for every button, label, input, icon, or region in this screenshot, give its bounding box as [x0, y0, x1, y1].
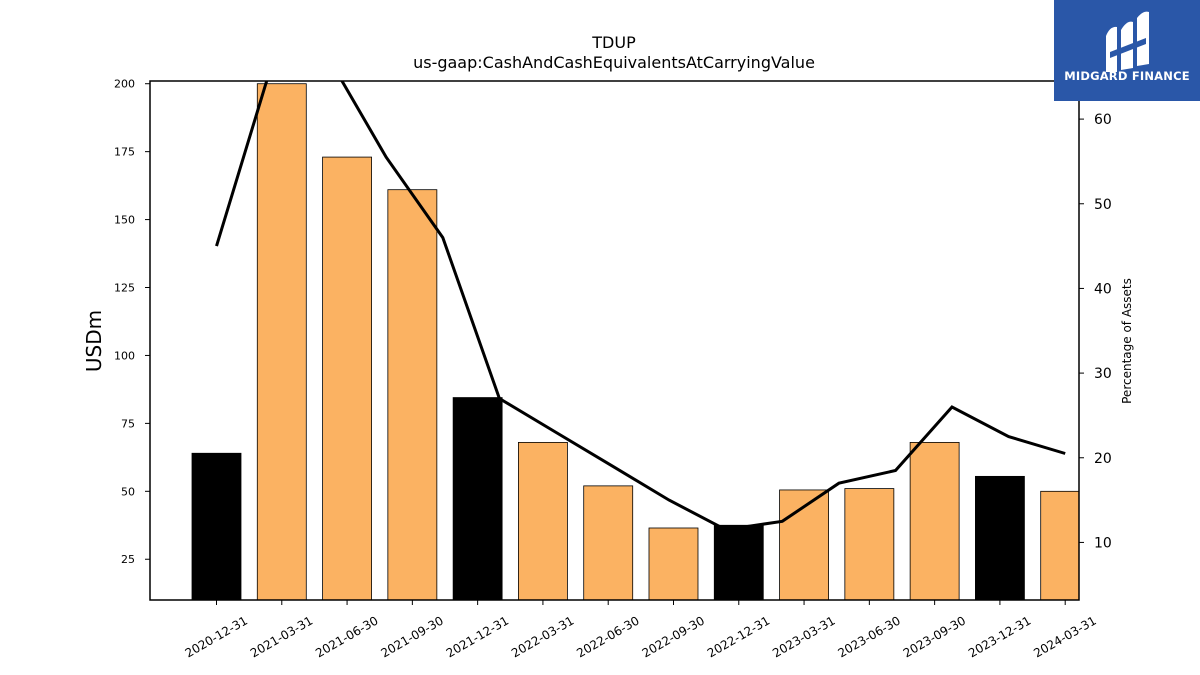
bar-2024-03-31: [1040, 490, 1079, 600]
x-tick-label: 2022-12-31: [705, 613, 772, 660]
logo: MIDGARD FINANCE: [1054, 0, 1200, 101]
x-tick-label: 2021-06-30: [313, 613, 380, 660]
y-axis-left: 25 50 75 100 125 150 175 200: [114, 78, 150, 566]
x-tick-label: 2024-03-31: [1031, 613, 1098, 660]
x-tick-label: 2023-06-30: [835, 613, 902, 660]
y2-tick-label: 30: [1094, 366, 1112, 382]
y2-tick-label: 20: [1094, 451, 1112, 467]
bar-2023-06-30: [844, 488, 895, 600]
x-tick-label: 2022-03-31: [509, 613, 576, 660]
bar-series: [191, 83, 1079, 600]
x-axis: 2020-12-312021-03-312021-06-302021-09-30…: [183, 600, 1099, 660]
x-tick-label: 2023-12-31: [966, 613, 1033, 660]
y-tick-label: 150: [114, 214, 135, 227]
logo-mark-icon: [1106, 11, 1149, 72]
bar-2022-12-31: [713, 524, 764, 600]
y-axis-right: 10 20 30 40 50 60: [1079, 112, 1112, 551]
x-tick-label: 2021-09-30: [378, 613, 445, 660]
y-tick-label: 75: [121, 417, 135, 430]
y2-tick-label: 60: [1094, 112, 1112, 128]
x-tick-label: 2021-12-31: [444, 613, 511, 660]
y-axis-label: USDm: [82, 310, 106, 372]
y2-axis-label: Percentage of Assets: [1120, 278, 1134, 404]
line-percentage-of-assets: [215, 81, 1066, 532]
bar-2022-03-31: [518, 441, 568, 600]
y-tick-label: 25: [121, 553, 135, 566]
x-tick-label: 2021-03-31: [248, 613, 315, 660]
x-tick-label: 2023-09-30: [901, 613, 968, 660]
bar-2022-06-30: [583, 485, 634, 600]
chart-title: TDUP: [591, 33, 636, 52]
logo-text: MIDGARD FINANCE: [1064, 69, 1190, 83]
bar-2023-09-30: [909, 441, 960, 600]
bar-2021-12-31: [452, 397, 503, 600]
bar-2021-03-31: [256, 83, 307, 600]
y-tick-label: 200: [114, 78, 135, 91]
y2-tick-label: 10: [1094, 535, 1112, 551]
x-tick-label: 2023-03-31: [770, 613, 837, 660]
plot-frame: [149, 80, 1080, 601]
y-tick-label: 50: [121, 485, 135, 498]
bar-2022-09-30: [648, 527, 699, 600]
bar-2021-09-30: [387, 189, 438, 600]
y-tick-label: 100: [114, 349, 135, 362]
y-tick-label: 125: [114, 282, 135, 295]
y2-tick-label: 50: [1094, 197, 1112, 213]
bar-2021-06-30: [322, 156, 372, 600]
bar-2023-12-31: [975, 475, 1025, 600]
x-tick-label: 2022-09-30: [640, 613, 707, 660]
y2-tick-label: 40: [1094, 281, 1112, 297]
x-tick-label: 2022-06-30: [574, 613, 641, 660]
y-tick-label: 175: [114, 146, 135, 159]
line-series: [215, 81, 1066, 532]
chart-subtitle: us-gaap:CashAndCashEquivalentsAtCarrying…: [413, 53, 815, 72]
bar-2020-12-31: [191, 452, 242, 600]
x-tick-label: 2020-12-31: [183, 613, 250, 660]
